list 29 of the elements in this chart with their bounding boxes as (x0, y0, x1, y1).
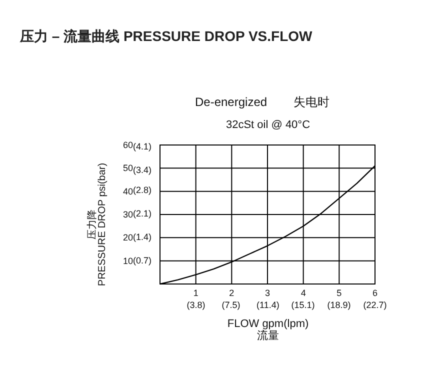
x2-tick-label: (22.7) (363, 300, 387, 310)
x-tick-label: 6 (372, 288, 378, 298)
x-tick-label: 4 (300, 288, 306, 298)
text: 32cSt oil @ 40°C (226, 119, 310, 131)
y-tick-label: 50 (122, 163, 133, 174)
y2-tick-label: (0.7) (133, 256, 152, 266)
x2-tick-label: (3.8) (186, 300, 206, 310)
x-tick-label: 5 (336, 288, 342, 298)
y-axis-title: 压力降 PRESSURE DROP psi(bar) (86, 162, 108, 286)
y-tick-label: 30 (122, 210, 133, 220)
y-tick-label: 40 (122, 186, 133, 196)
y2-tick-label: (2.8) (133, 184, 152, 195)
y-tick-label: 60 (122, 140, 133, 150)
x2-tick-label: (18.9) (327, 300, 351, 310)
chart-title: 压力 – 流量曲线 PRESSURE DROP VS.FLOW (19, 28, 314, 44)
x-axis-title: FLOW gpm(lpm) 流量 (227, 318, 309, 342)
y2-tick-label: (1.4) (133, 232, 152, 242)
x-tick-label: 2 (229, 288, 234, 298)
y-tick-label: 20 (122, 232, 133, 243)
chart-subtitle: De-energized 失电时 (195, 95, 330, 109)
x2-tick-label: (11.4) (256, 300, 280, 310)
x-tick-label: 3 (264, 288, 270, 298)
y2-tick-label: (4.1) (133, 141, 152, 152)
y2-tick-label: (3.4) (133, 164, 152, 175)
y2-tick-label: (2.1) (133, 208, 152, 218)
x-tick-label: 1 (193, 288, 198, 298)
x2-tick-label: (15.1) (291, 300, 315, 310)
y-tick-label: 10 (122, 256, 133, 266)
x2-tick-label: (7.5) (222, 300, 240, 310)
